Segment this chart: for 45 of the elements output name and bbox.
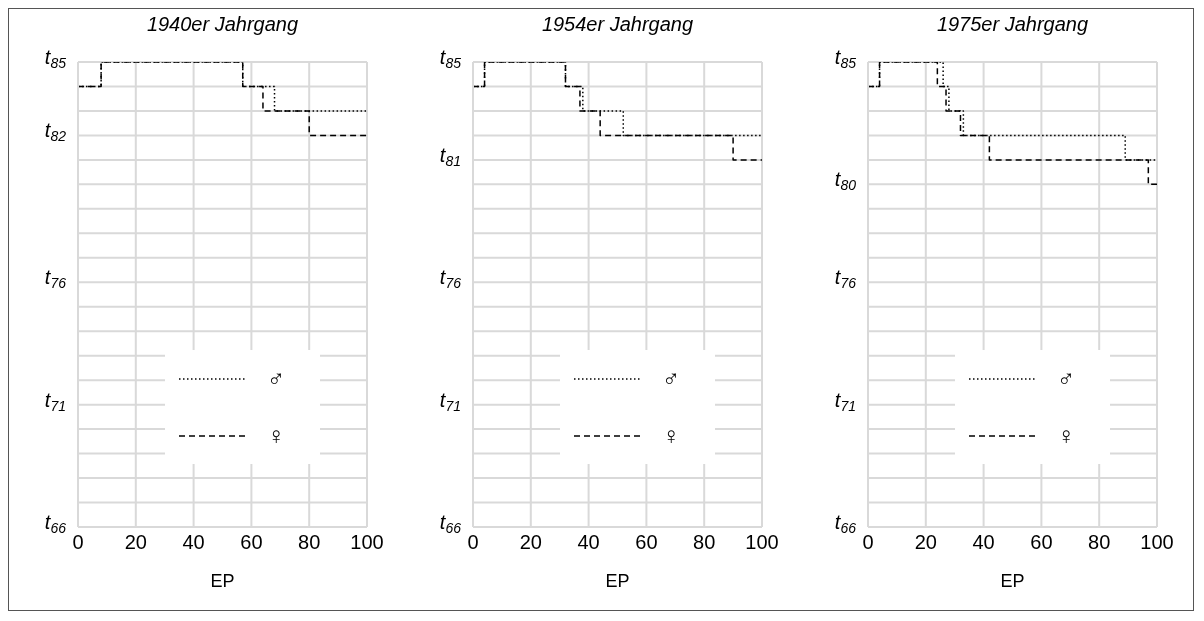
x-tick-label: 0 [72,531,84,554]
x-axis-title: EP [605,571,630,591]
x-tick-label: 60 [1030,531,1053,554]
y-tick-label: t$_{80}$ [834,168,857,194]
y-tick-label: t$_{71}$ [439,388,461,414]
x-tick-label: 80 [1088,531,1111,554]
chart-title: 1975er Jahrgang [935,13,1090,37]
x-tick-label: 100 [350,531,384,554]
x-tick-label: 60 [635,531,658,554]
x-tick-label: 40 [972,531,995,554]
x-tick-label: 0 [862,531,874,554]
legend-label: ♀ [1057,421,1075,450]
y-tick-label: t$_{82}$ [44,119,67,145]
x-tick-label: 100 [1140,531,1174,554]
y-tick-label: t$_{85}$ [834,46,857,72]
chart-title: 1940er Jahrgang [145,13,300,37]
x-tick-label: 60 [240,531,263,554]
y-tick-label: t$_{85}$ [44,46,67,72]
y-tick-label: t$_{76}$ [44,266,67,292]
legend-label: ♂ [1057,364,1075,393]
legend-label: ♀ [267,421,285,450]
x-axis-title: EP [210,571,235,591]
y-tick-label: t$_{66}$ [834,511,857,537]
y-tick-label: t$_{85}$ [439,46,462,72]
x-tick-label: 40 [577,531,600,554]
y-tick-label: t$_{71}$ [44,388,66,414]
x-tick-label: 20 [519,531,542,554]
y-tick-label: t$_{81}$ [439,143,461,170]
x-tick-label: 20 [124,531,147,554]
x-tick-label: 80 [298,531,321,554]
x-tick-label: 80 [693,531,716,554]
legend-label: ♀ [662,421,680,450]
y-tick-label: t$_{76}$ [834,266,857,292]
chart-title: 1954er Jahrgang [540,13,695,37]
legend-label: ♂ [267,364,285,393]
x-axis-title: EP [1000,571,1025,591]
y-tick-label: t$_{71}$ [834,388,856,414]
y-tick-label: t$_{76}$ [439,266,462,292]
y-tick-label: t$_{66}$ [439,511,462,537]
legend-label: ♂ [662,364,680,393]
x-tick-label: 0 [467,531,479,554]
y-tick-label: t$_{66}$ [44,511,67,537]
x-tick-label: 20 [914,531,937,554]
x-tick-label: 100 [745,531,779,554]
x-tick-label: 40 [182,531,205,554]
